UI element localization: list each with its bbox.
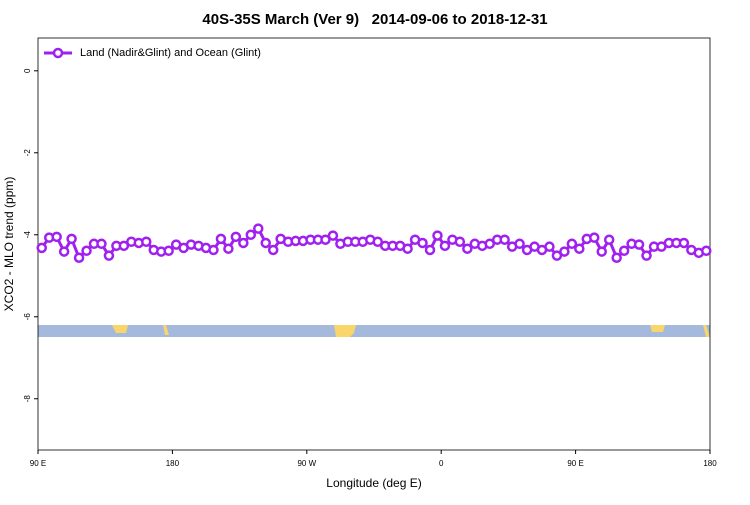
- x-tick-label: 90 E: [567, 459, 583, 468]
- y-tick-label: -2: [23, 149, 32, 157]
- x-tick-label: 180: [703, 459, 717, 468]
- point: [81, 245, 92, 257]
- point: [402, 243, 413, 254]
- point: [96, 238, 107, 250]
- point: [589, 232, 600, 243]
- plot-frame: [37, 37, 711, 451]
- point: [208, 244, 219, 256]
- land: [650, 325, 665, 332]
- land: [163, 325, 169, 335]
- point: [424, 244, 436, 256]
- point: [223, 243, 234, 254]
- land: [334, 325, 356, 337]
- point: [36, 242, 47, 254]
- x-tick-label: 180: [166, 459, 180, 468]
- point: [633, 239, 645, 250]
- x-tick-label: 90 W: [297, 459, 316, 468]
- point: [215, 233, 227, 245]
- point: [163, 245, 174, 257]
- point: [417, 237, 428, 249]
- ocean-strip: [38, 325, 710, 337]
- point: [484, 238, 495, 250]
- land: [703, 325, 710, 337]
- map-strip: [38, 325, 710, 337]
- point: [327, 230, 339, 241]
- point: [230, 231, 242, 243]
- point: [574, 243, 585, 254]
- point: [253, 223, 264, 234]
- point: [58, 246, 70, 257]
- point: [641, 250, 652, 261]
- point: [73, 252, 85, 263]
- y-tick-label: -8: [23, 395, 32, 403]
- legend-label: Land (Nadir&Glint) and Ocean (Glint): [80, 47, 261, 59]
- point: [678, 237, 690, 249]
- point: [514, 238, 525, 250]
- point: [544, 241, 555, 252]
- y-axis-label: XCO2 - MLO trend (ppm): [2, 177, 16, 312]
- y-tick-label: -4: [23, 231, 32, 239]
- point: [439, 240, 451, 252]
- x-tick-label: 90 E: [30, 459, 46, 468]
- point: [499, 234, 510, 245]
- point: [551, 250, 563, 261]
- chart-title: 40S-35S March (Ver 9) 2014-09-06 to 2018…: [202, 11, 547, 28]
- point: [559, 246, 570, 257]
- point: [141, 236, 152, 247]
- y-tick-label: -6: [23, 313, 32, 321]
- point: [103, 250, 115, 261]
- point: [454, 236, 466, 247]
- legend-marker: [52, 47, 64, 59]
- point: [566, 238, 578, 250]
- point: [618, 245, 630, 257]
- point: [260, 237, 271, 249]
- point: [66, 233, 77, 245]
- point: [611, 252, 622, 263]
- point: [118, 240, 130, 252]
- point: [51, 231, 62, 243]
- point: [267, 244, 279, 256]
- point: [245, 229, 257, 241]
- x-axis-label: Longitude (deg E): [326, 476, 421, 490]
- point: [320, 234, 331, 245]
- point: [596, 246, 607, 257]
- y-tick-label: 0: [23, 68, 32, 73]
- x-tick-label: 0: [439, 459, 444, 468]
- point: [372, 236, 383, 247]
- point: [462, 243, 473, 254]
- point: [238, 237, 249, 249]
- point: [603, 234, 615, 245]
- land: [112, 325, 128, 333]
- point: [701, 245, 712, 257]
- point: [432, 230, 443, 241]
